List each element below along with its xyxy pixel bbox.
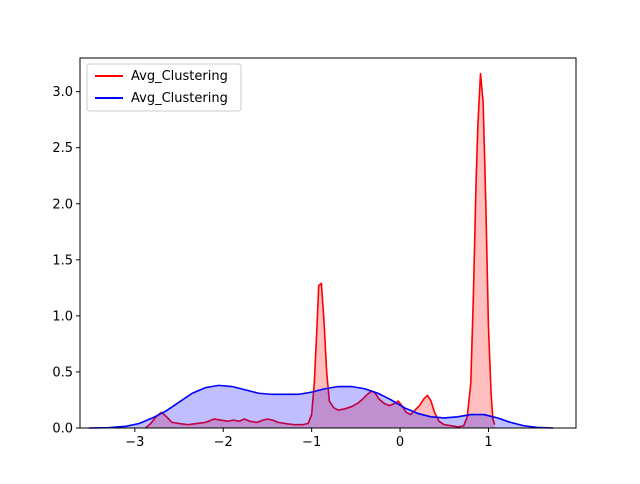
- x-tick-label: −1: [302, 435, 321, 450]
- axes-background: [80, 58, 576, 428]
- plot-area-border: [79, 57, 577, 429]
- x-tick-label: 0: [396, 435, 404, 450]
- x-tick-label: −3: [125, 435, 144, 450]
- y-axis: 0.0 0.5 1.0 1.5 2.0 2.5 3.0: [52, 85, 80, 437]
- legend-label-red: Avg_Clustering: [131, 69, 228, 84]
- x-axis: −3 −2 −1 0 1: [125, 428, 493, 450]
- y-tick-label: 2.0: [52, 197, 73, 212]
- y-tick-label: 1.5: [52, 253, 73, 268]
- legend: Avg_Clustering Avg_Clustering: [86, 63, 242, 112]
- series-area-0: [145, 73, 495, 428]
- series-line-1: [88, 384, 554, 429]
- y-tick-label: 0.0: [52, 422, 73, 437]
- legend-box: [86, 63, 242, 112]
- axes-frame: [79, 57, 577, 429]
- y-tick-label: 0.5: [52, 365, 73, 380]
- y-tick-label: 1.0: [52, 309, 73, 324]
- y-tick-label: 2.5: [52, 141, 73, 156]
- x-tick-label: −2: [214, 435, 233, 450]
- y-tick-label: 3.0: [52, 85, 73, 100]
- x-tick-label: 1: [484, 435, 492, 450]
- legend-label-blue: Avg_Clustering: [131, 91, 228, 106]
- series-layer: [88, 72, 554, 429]
- series-line-0: [144, 72, 496, 429]
